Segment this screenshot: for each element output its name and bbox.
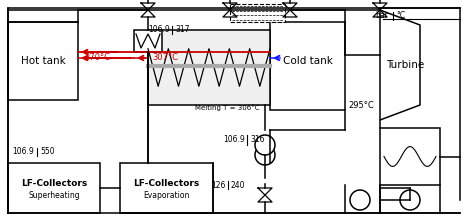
Text: 106.9: 106.9 <box>223 136 245 145</box>
Text: 316: 316 <box>250 136 264 145</box>
Text: 126: 126 <box>211 180 226 190</box>
Bar <box>134 30 162 52</box>
Text: 295°C: 295°C <box>348 101 374 109</box>
Circle shape <box>255 135 275 155</box>
Text: 240: 240 <box>231 180 246 190</box>
Bar <box>8 163 100 213</box>
Bar <box>270 22 345 110</box>
Text: LF-Collectors: LF-Collectors <box>133 178 200 188</box>
Text: 106.9: 106.9 <box>148 25 170 35</box>
Text: Superheating: Superheating <box>28 190 80 200</box>
Bar <box>148 30 270 105</box>
Text: Turbine: Turbine <box>386 60 424 70</box>
Text: Cold tank: Cold tank <box>283 56 332 66</box>
Circle shape <box>255 145 275 165</box>
Text: 317: 317 <box>175 25 190 35</box>
Text: Hot tank: Hot tank <box>21 56 65 66</box>
Text: LF-Collectors: LF-Collectors <box>21 178 87 188</box>
Text: bar: bar <box>375 12 388 21</box>
Bar <box>230 4 285 22</box>
Text: 550: 550 <box>40 147 55 157</box>
Text: 106.9: 106.9 <box>12 147 34 157</box>
Text: 370°C: 370°C <box>84 54 110 62</box>
Bar <box>8 22 78 100</box>
Bar <box>120 163 213 213</box>
Text: 307°C: 307°C <box>152 54 178 62</box>
Text: Evaporation: Evaporation <box>143 190 190 200</box>
Circle shape <box>350 190 370 210</box>
Text: Melting T = 306°C: Melting T = 306°C <box>195 105 259 111</box>
Text: °C: °C <box>396 12 405 21</box>
Circle shape <box>400 190 420 210</box>
Bar <box>380 128 440 185</box>
